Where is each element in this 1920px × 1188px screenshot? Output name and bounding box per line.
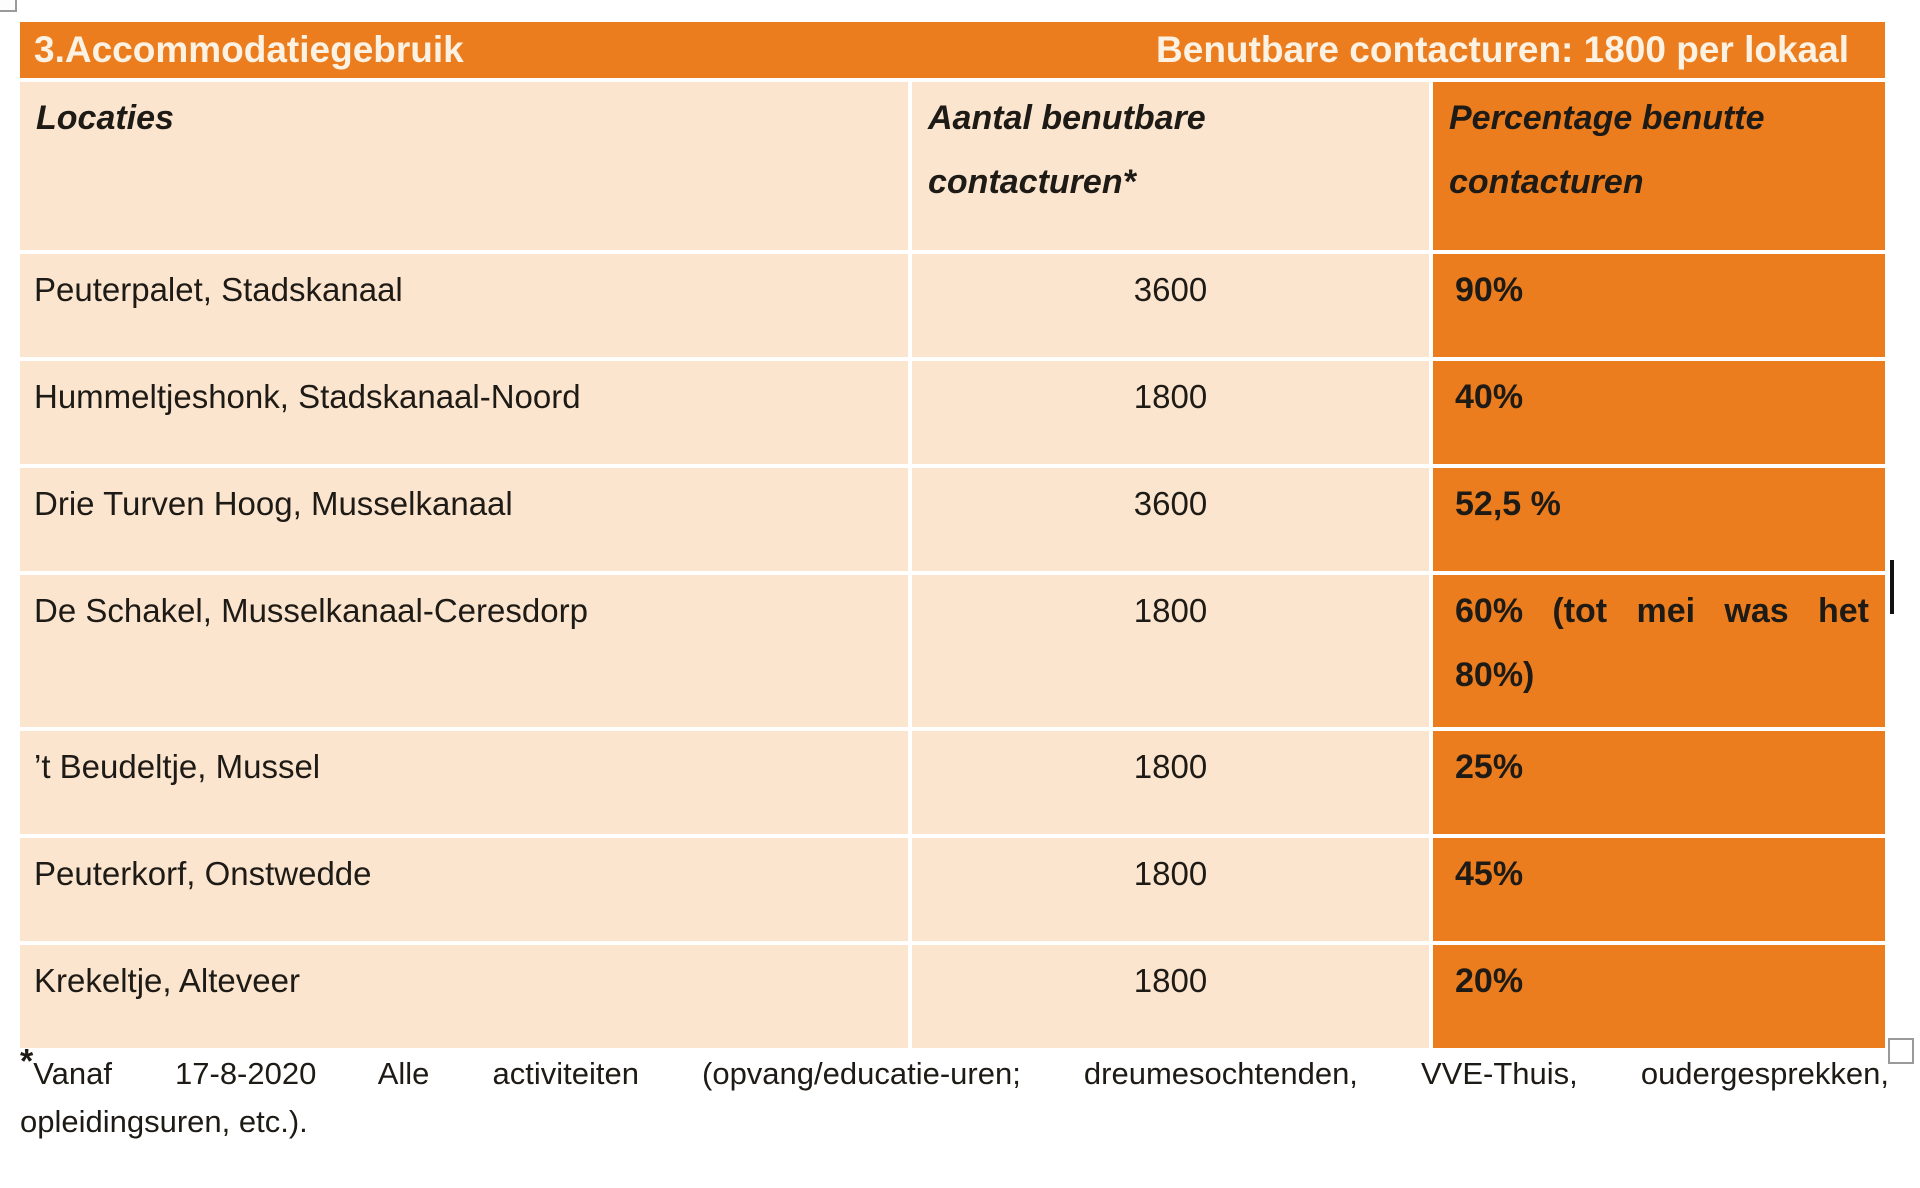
cell-percentage[interactable]: 60% (tot mei was het 80%) bbox=[1433, 575, 1885, 727]
section-title[interactable]: 3.Accommodatiegebruik bbox=[34, 29, 464, 70]
cell-hours[interactable]: 1800 bbox=[912, 838, 1429, 941]
cell-percentage[interactable]: 20% bbox=[1433, 945, 1885, 1048]
cell-location[interactable]: Peuterpalet, Stadskanaal bbox=[20, 254, 908, 357]
footnote-line1: *Vanaf 17-8-2020 Alle activiteiten (opva… bbox=[20, 1045, 1889, 1098]
footnote-line2: opleidingsuren, etc.). bbox=[20, 1104, 308, 1139]
column-header-locations-label: Locaties bbox=[36, 99, 174, 137]
cell-location[interactable]: Drie Turven Hoog, Musselkanaal bbox=[20, 468, 908, 571]
footnote-asterisk: * bbox=[20, 1042, 34, 1081]
percentage-line1: 20% bbox=[1455, 962, 1524, 1000]
cell-hours[interactable]: 3600 bbox=[912, 254, 1429, 357]
cell-location[interactable]: Hummeltjeshonk, Stadskanaal-Noord bbox=[20, 361, 908, 464]
cell-location[interactable]: ’t Beudeltje, Mussel bbox=[20, 731, 908, 834]
accommodation-table: Locaties Aantal benutbare contacturen* P… bbox=[20, 82, 1885, 1048]
percentage-line1: 45% bbox=[1455, 855, 1524, 893]
percentage-line1: 90% bbox=[1455, 271, 1524, 309]
cell-location[interactable]: Krekeltje, Alteveer bbox=[20, 945, 908, 1048]
column-header-available-line1: Aantal benutbare bbox=[928, 99, 1206, 137]
percentage-line1: 40% bbox=[1455, 378, 1524, 416]
column-header-available-hours[interactable]: Aantal benutbare contacturen* bbox=[912, 82, 1429, 250]
cell-percentage[interactable]: 25% bbox=[1433, 731, 1885, 834]
text-cursor-caret bbox=[1890, 560, 1894, 614]
table-resize-handle[interactable] bbox=[1888, 1038, 1914, 1064]
footnote-line1-text: Vanaf 17-8-2020 Alle activiteiten (opvan… bbox=[33, 1056, 1889, 1091]
table-move-handle[interactable] bbox=[0, 0, 17, 12]
footnote[interactable]: *Vanaf 17-8-2020 Alle activiteiten (opva… bbox=[20, 1045, 1889, 1146]
cell-hours[interactable]: 3600 bbox=[912, 468, 1429, 571]
cell-percentage[interactable]: 40% bbox=[1433, 361, 1885, 464]
column-header-percentage-line1: Percentage benutte bbox=[1449, 99, 1765, 137]
percentage-line1: 52,5 % bbox=[1455, 485, 1561, 523]
column-header-locations[interactable]: Locaties bbox=[20, 82, 908, 250]
table-title-bar: 3.Accommodatiegebruik Benutbare contactu… bbox=[20, 22, 1885, 78]
cell-percentage[interactable]: 45% bbox=[1433, 838, 1885, 941]
accommodation-section: 3.Accommodatiegebruik Benutbare contactu… bbox=[20, 22, 1885, 1048]
cell-location[interactable]: Peuterkorf, Onstwedde bbox=[20, 838, 908, 941]
column-header-percentage[interactable]: Percentage benutte contacturen bbox=[1433, 82, 1885, 250]
percentage-line2: 80%) bbox=[1455, 656, 1535, 694]
cell-hours[interactable]: 1800 bbox=[912, 575, 1429, 727]
cell-hours[interactable]: 1800 bbox=[912, 945, 1429, 1048]
cell-percentage[interactable]: 90% bbox=[1433, 254, 1885, 357]
column-header-percentage-line2: contacturen bbox=[1449, 163, 1644, 201]
percentage-line1: 25% bbox=[1455, 748, 1524, 786]
cell-hours[interactable]: 1800 bbox=[912, 731, 1429, 834]
cell-location[interactable]: De Schakel, Musselkanaal-Ceresdorp bbox=[20, 575, 908, 727]
cell-percentage[interactable]: 52,5 % bbox=[1433, 468, 1885, 571]
cell-hours[interactable]: 1800 bbox=[912, 361, 1429, 464]
title-contact-hours-note[interactable]: Benutbare contacturen: 1800 per lokaal bbox=[1156, 29, 1849, 70]
percentage-line1: 60% (tot mei was het bbox=[1455, 592, 1869, 630]
column-header-available-line2: contacturen* bbox=[928, 163, 1136, 201]
